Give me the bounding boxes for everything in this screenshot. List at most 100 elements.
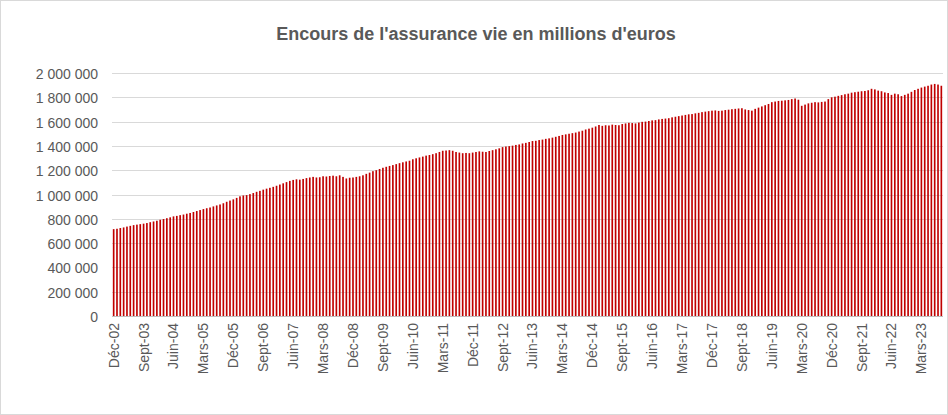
bar [455,152,457,316]
bar [402,162,404,316]
bar [904,95,906,316]
bar [419,157,421,316]
x-tick-label: Déc-17 [704,323,720,368]
bar [625,123,627,316]
bar [169,217,171,316]
bar [522,143,524,316]
bar [359,176,361,316]
bar [439,152,441,316]
bar [714,110,716,316]
bar [189,213,191,316]
x-tick-label: Déc-11 [465,323,481,367]
x-tick-label: Mars-08 [315,323,331,375]
bar [159,220,161,316]
x-tick-label: Sept-06 [255,323,271,372]
bar [788,100,790,316]
bar [425,156,427,316]
bar [508,146,510,316]
bar [698,113,700,316]
bar [784,100,786,316]
bar [648,121,650,316]
bar [545,139,547,316]
bar [595,126,597,316]
bar [249,194,251,316]
y-tick-label: 400 000 [47,260,98,276]
bar [462,153,464,316]
bar [924,87,926,316]
bar [921,88,923,316]
bar [472,153,474,316]
bar [542,140,544,316]
x-tick-label: Sept-15 [614,323,630,372]
x-tick-label: Déc-14 [584,323,600,368]
bar [219,204,221,316]
bar [266,189,268,316]
bar [718,111,720,316]
bar [392,165,394,316]
bar [814,102,816,316]
x-tick-label: Juin-04 [165,323,181,369]
bar [146,223,148,316]
bar [728,110,730,316]
bar [399,163,401,316]
y-axis: 0200 000400 000600 000800 0001 000 0001 … [36,66,943,325]
bar [655,120,657,316]
bar [578,132,580,316]
bar [153,221,155,316]
bar [891,95,893,316]
bar [395,164,397,316]
bar [259,191,261,316]
bar [688,114,690,316]
bar [166,218,168,316]
bar [754,109,756,316]
bar [538,140,540,316]
bar [605,125,607,316]
bar [808,103,810,316]
bar [628,123,630,316]
bar [342,177,344,316]
bar [851,93,853,316]
bar [382,168,384,316]
bar [119,228,121,316]
bar [329,176,331,316]
bar [711,111,713,316]
bar [552,138,554,316]
bar [355,177,357,316]
y-tick-label: 1 400 000 [36,139,98,155]
bar [286,182,288,316]
bar [319,177,321,316]
bar [708,111,710,316]
bar [129,226,131,316]
bar [894,94,896,316]
x-tick-label: Juin-10 [405,323,421,369]
bar [246,195,248,316]
y-tick-label: 2 000 000 [36,66,98,82]
bar [768,104,770,316]
bar [475,152,477,316]
x-tick-label: Sept-18 [734,323,750,372]
bar [781,101,783,316]
bar [724,110,726,316]
bar [791,99,793,316]
bar [412,159,414,316]
bar [562,135,564,316]
bar [442,151,444,316]
bar [744,109,746,316]
bar [482,152,484,316]
bar [256,192,258,316]
x-tick-label: Sept-21 [854,323,870,372]
bar [811,103,813,316]
bar [465,153,467,316]
bar [608,125,610,316]
y-tick-label: 800 000 [47,212,98,228]
bar [741,108,743,316]
grid-line [112,97,943,98]
bar [841,95,843,316]
bar [558,136,560,316]
bar [495,149,497,316]
y-tick-label: 200 000 [47,285,98,301]
x-tick-label: Déc-05 [225,323,241,368]
bar [528,142,530,316]
bar [176,216,178,316]
bar [641,122,643,316]
